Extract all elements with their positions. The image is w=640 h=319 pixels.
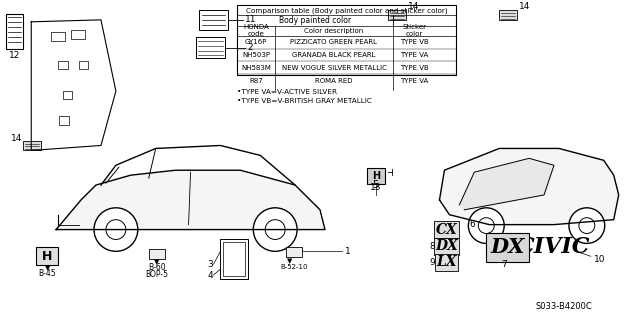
Polygon shape <box>56 170 325 230</box>
Text: ▼: ▼ <box>154 259 159 265</box>
Text: 5: 5 <box>372 180 379 190</box>
Text: NEW VOGUE SILVER METALLIC: NEW VOGUE SILVER METALLIC <box>282 65 387 71</box>
Bar <box>36 247 58 265</box>
Bar <box>58 61 68 69</box>
Text: ▼: ▼ <box>287 258 293 264</box>
Text: PIZZICATO GREEN PEARL: PIZZICATO GREEN PEARL <box>291 39 378 45</box>
Bar <box>6 14 23 48</box>
Text: 8: 8 <box>429 242 435 251</box>
Text: Comparison table (Body painted color and sticker color): Comparison table (Body painted color and… <box>246 8 448 14</box>
Circle shape <box>579 218 595 234</box>
Text: B-52-10: B-52-10 <box>280 264 308 270</box>
Bar <box>499 10 517 20</box>
Text: 7: 7 <box>501 260 507 269</box>
Text: BOP-5: BOP-5 <box>145 270 168 278</box>
Polygon shape <box>460 158 554 210</box>
Text: CIVIC: CIVIC <box>517 236 591 258</box>
Text: NH583M: NH583M <box>241 65 271 71</box>
Circle shape <box>94 208 138 251</box>
Bar <box>63 91 72 99</box>
Text: TYPE VA: TYPE VA <box>401 52 429 58</box>
Text: H: H <box>372 171 380 181</box>
Circle shape <box>106 220 126 240</box>
Text: 2: 2 <box>247 43 253 52</box>
Bar <box>148 249 164 259</box>
Text: H: H <box>42 250 52 263</box>
Text: GRANADA BLACK PEARL: GRANADA BLACK PEARL <box>292 52 376 58</box>
Text: 10: 10 <box>594 255 605 264</box>
Text: ROMA RED: ROMA RED <box>315 78 353 84</box>
Bar <box>388 10 406 20</box>
Bar <box>286 247 302 257</box>
Text: B-60: B-60 <box>148 263 166 272</box>
Bar <box>23 141 41 151</box>
Text: 3: 3 <box>208 260 214 269</box>
Circle shape <box>468 208 504 243</box>
Text: 14: 14 <box>519 3 531 11</box>
Bar <box>223 242 245 276</box>
Circle shape <box>265 220 285 240</box>
Text: Body painted color: Body painted color <box>279 16 351 25</box>
Text: GY16P: GY16P <box>245 39 268 45</box>
Text: 6: 6 <box>469 220 475 229</box>
Text: NH503P: NH503P <box>243 52 270 58</box>
Text: 11: 11 <box>245 15 257 24</box>
Text: ▼: ▼ <box>45 265 50 271</box>
Circle shape <box>569 208 605 243</box>
Bar <box>198 10 228 30</box>
Text: TYPE VB: TYPE VB <box>400 65 429 71</box>
Bar <box>237 5 456 75</box>
Bar <box>51 32 65 41</box>
Text: DX: DX <box>435 239 458 253</box>
Text: 1: 1 <box>345 247 351 256</box>
Text: 13: 13 <box>370 182 381 191</box>
Text: Sticker
color: Sticker color <box>403 24 427 37</box>
Text: 4: 4 <box>208 271 214 279</box>
Text: •TYPE VA=V-ACTIVE SILVER: •TYPE VA=V-ACTIVE SILVER <box>237 89 337 95</box>
Text: TYPE VB: TYPE VB <box>400 39 429 45</box>
Text: •TYPE VB=V-BRITISH GRAY METALLIC: •TYPE VB=V-BRITISH GRAY METALLIC <box>237 98 372 104</box>
Text: LX: LX <box>436 255 457 269</box>
Bar <box>196 37 225 58</box>
Bar <box>220 240 248 279</box>
Bar <box>367 168 385 184</box>
Text: CX: CX <box>436 223 458 237</box>
Text: HONDA
code: HONDA code <box>243 24 269 37</box>
Text: 14: 14 <box>408 3 419 11</box>
Text: TYPE VA: TYPE VA <box>401 78 429 84</box>
Text: 12: 12 <box>9 51 20 60</box>
Bar <box>79 61 88 69</box>
Bar <box>59 116 69 125</box>
Text: DX: DX <box>490 237 524 257</box>
Text: 9: 9 <box>429 258 435 267</box>
Bar <box>71 30 85 39</box>
Circle shape <box>478 218 494 234</box>
Circle shape <box>253 208 297 251</box>
Text: 14: 14 <box>12 134 23 143</box>
Text: Color description: Color description <box>304 28 364 34</box>
Text: B-45: B-45 <box>38 269 56 278</box>
Text: R87: R87 <box>250 78 263 84</box>
Polygon shape <box>440 148 619 225</box>
Text: S033-B4200C: S033-B4200C <box>536 302 592 311</box>
